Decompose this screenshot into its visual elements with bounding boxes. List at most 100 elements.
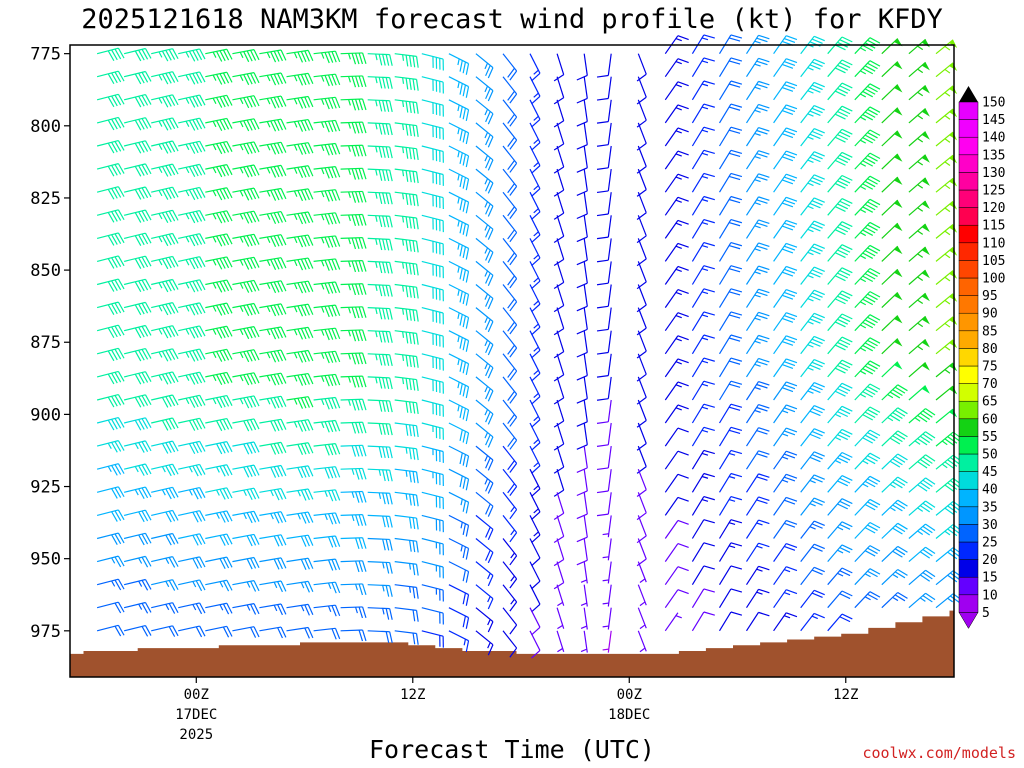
barb-flag — [195, 395, 203, 407]
barb-flag — [334, 558, 341, 570]
barb-half-flag — [602, 533, 609, 536]
barb-shaft — [664, 473, 679, 493]
barb-half-flag — [348, 99, 351, 106]
barb-half-flag — [701, 499, 709, 502]
colorbar-tick-label: 85 — [982, 324, 998, 339]
wind-barb — [448, 445, 470, 468]
wind-barb — [394, 491, 419, 507]
barb-flag — [117, 324, 125, 336]
wind-barb — [232, 118, 260, 132]
barb-half-flag — [293, 259, 298, 267]
barb-shaft — [502, 515, 518, 534]
barb-flag — [405, 401, 409, 413]
barb-flag — [331, 489, 337, 502]
wind-barb — [691, 472, 715, 493]
barb-shaft — [232, 326, 255, 332]
barb-flag — [327, 421, 334, 433]
wind-barb — [745, 403, 770, 424]
barb-shaft — [205, 533, 227, 540]
barb-flag — [165, 396, 172, 407]
wind-barb — [636, 399, 647, 428]
barb-flag — [351, 122, 357, 134]
barb-flag — [382, 169, 386, 182]
barb-flag — [273, 212, 280, 224]
barb-half-flag — [320, 98, 325, 105]
barb-shaft — [583, 330, 588, 353]
wind-barb — [773, 543, 798, 562]
wind-barb — [664, 196, 689, 216]
barb-flag — [114, 141, 122, 152]
colorbar-tick-label: 135 — [982, 148, 1005, 163]
colorbar-tick-label: 40 — [982, 483, 998, 498]
barb-flag — [487, 621, 494, 633]
barb-half-flag — [781, 479, 789, 483]
barb-shaft — [475, 607, 494, 623]
barb-flag — [784, 499, 796, 505]
barb-shaft — [556, 353, 565, 375]
barb-shaft — [96, 324, 119, 332]
wind-barb — [502, 399, 518, 427]
barb-half-flag — [158, 259, 163, 266]
barb-shaft — [313, 627, 336, 632]
colorbar-swatch — [958, 365, 979, 384]
barb-flag — [297, 444, 304, 456]
barb-flag — [280, 580, 287, 592]
barb-shaft — [448, 237, 469, 249]
barb-flag — [199, 117, 206, 129]
barb-shaft — [151, 579, 173, 586]
barb-half-flag — [457, 81, 460, 89]
wind-barb — [529, 330, 541, 359]
barb-flag — [415, 517, 419, 530]
barb-flag — [782, 110, 794, 116]
barb-flag — [784, 176, 796, 182]
barb-flag — [358, 445, 364, 457]
wind-barb — [800, 58, 825, 78]
barb-flag — [307, 257, 314, 269]
barb-flag — [280, 442, 287, 453]
barb-half-flag — [701, 337, 709, 341]
barb-shaft — [340, 375, 363, 378]
barb-shaft — [448, 607, 469, 619]
barb-flag — [222, 118, 230, 130]
barb-flag — [412, 78, 416, 91]
credit-text[interactable]: coolwx.com/models — [862, 744, 1016, 762]
barb-flag — [253, 603, 260, 615]
barb-shaft — [691, 426, 705, 447]
barb-flag — [405, 193, 409, 205]
wind-barb — [636, 99, 647, 128]
wind-barb — [394, 630, 419, 645]
barb-flag — [385, 562, 390, 574]
barb-flag — [250, 142, 257, 154]
barb-flag — [459, 452, 463, 465]
barb-flag — [487, 459, 494, 471]
barb-half-flag — [701, 37, 709, 41]
barb-flag — [507, 252, 515, 263]
barb-flag — [786, 589, 798, 595]
barb-flag — [459, 175, 463, 188]
wind-barb — [529, 492, 541, 521]
wind-barb — [367, 445, 393, 459]
barb-flag — [192, 511, 199, 523]
barb-flag — [782, 225, 794, 231]
barb-shaft — [745, 427, 760, 447]
barb-flag — [277, 119, 283, 131]
wind-barb — [232, 533, 260, 547]
barb-half-flag — [510, 575, 515, 582]
barb-shaft — [556, 192, 565, 214]
wind-barb — [313, 73, 341, 87]
wind-barb — [502, 53, 518, 81]
barb-flag — [784, 107, 796, 113]
barb-flag — [677, 543, 689, 548]
barb-flag — [307, 419, 314, 431]
barb-flag — [141, 441, 149, 452]
barb-flag — [226, 510, 233, 522]
barb-shaft — [475, 260, 494, 276]
wind-barb — [259, 418, 287, 432]
barb-shaft — [178, 486, 200, 493]
barb-half-flag — [557, 624, 563, 630]
barb-half-flag — [293, 329, 298, 336]
barb-flag — [465, 617, 470, 629]
barb-flag — [297, 120, 304, 132]
barb-shaft — [773, 196, 787, 216]
wind-barb — [96, 278, 125, 292]
